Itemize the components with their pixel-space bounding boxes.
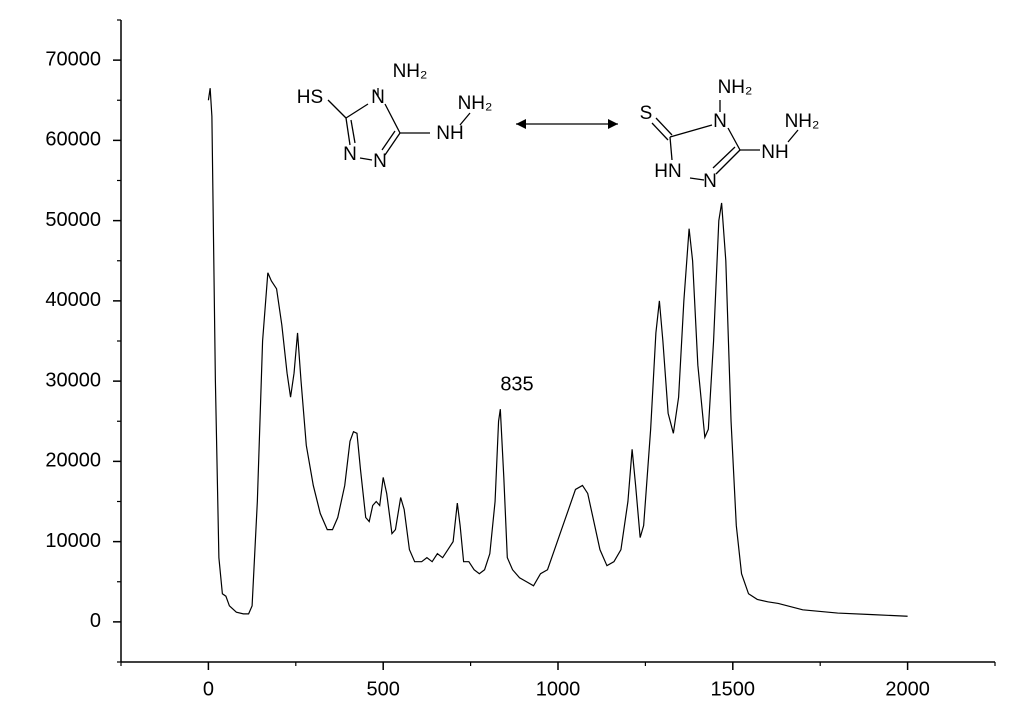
spectrum-line — [207, 88, 908, 617]
atom-label: N — [343, 144, 357, 165]
y-tick-label: 0 — [90, 610, 101, 632]
y-tick-label: 50000 — [45, 209, 101, 231]
x-tick-label: 500 — [367, 678, 400, 700]
atom-label: N — [703, 171, 717, 192]
atom-label: S — [640, 103, 653, 124]
bond — [345, 117, 351, 146]
bond — [359, 157, 373, 161]
atom-label: NH₂ — [393, 61, 428, 82]
atom-label: HN — [654, 161, 681, 182]
bond — [727, 127, 741, 151]
bond — [384, 103, 401, 134]
x-tick-label: 0 — [203, 678, 214, 700]
atom-label: NH — [436, 123, 463, 144]
atom-label: HS — [297, 87, 323, 108]
bond — [669, 136, 673, 161]
y-tick-label: 40000 — [45, 289, 101, 311]
bond — [459, 112, 471, 126]
bond — [712, 146, 736, 169]
y-tick-label: 10000 — [45, 530, 101, 552]
bond — [651, 122, 669, 141]
y-tick-label: 70000 — [45, 48, 101, 70]
bond — [715, 149, 741, 175]
atom-label: N — [713, 111, 727, 132]
bond — [384, 132, 401, 156]
bond — [381, 130, 396, 151]
bond — [327, 99, 347, 119]
bond — [689, 177, 705, 181]
atom-label: NH — [761, 142, 788, 163]
bond — [655, 117, 673, 136]
atom-label: NH₂ — [785, 111, 820, 132]
atom-label: NH₂ — [458, 93, 493, 114]
structure-thione: S NH₂ N NH₂ NH HN N — [640, 77, 820, 192]
structure-thiol: HS NH₂ N N N NH NH₂ — [297, 61, 493, 172]
y-tick-label: 30000 — [45, 369, 101, 391]
annotation: 835 — [500, 373, 533, 395]
x-tick-label: 1000 — [536, 678, 581, 700]
atom-label: N — [371, 87, 385, 108]
atom-label: N — [373, 151, 387, 172]
x-tick-label: 2000 — [885, 678, 930, 700]
x-tick-label: 1500 — [711, 678, 756, 700]
atom-label: NH₂ — [718, 77, 753, 98]
y-tick-label: 60000 — [45, 129, 101, 151]
bond — [787, 129, 799, 143]
y-tick-label: 20000 — [45, 450, 101, 472]
bond — [350, 119, 356, 144]
double-arrow — [516, 119, 618, 129]
bond — [669, 124, 713, 138]
bond — [345, 103, 369, 119]
